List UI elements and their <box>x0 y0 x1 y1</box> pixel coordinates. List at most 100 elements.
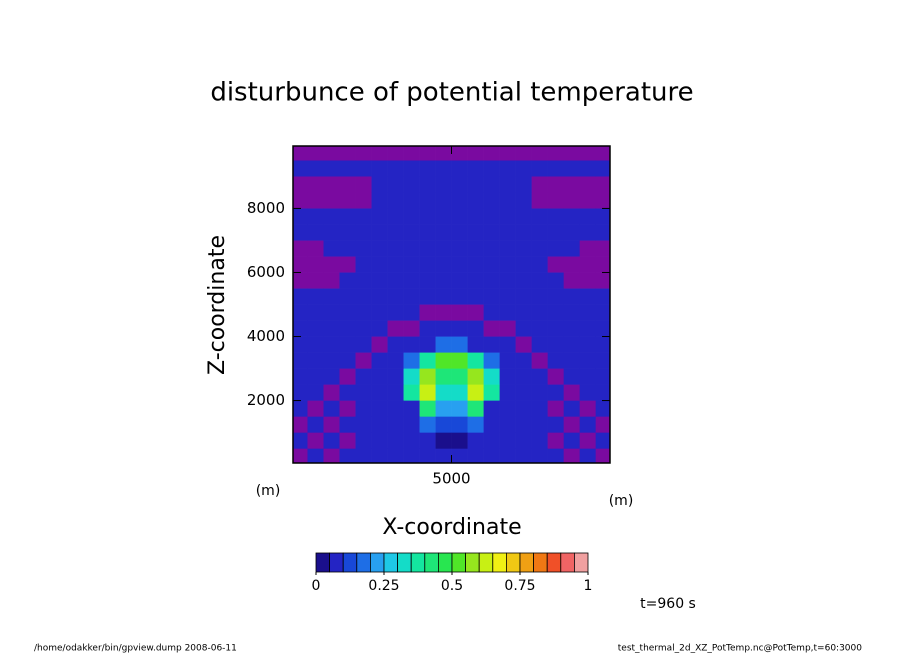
contour-cell <box>435 176 452 193</box>
contour-cell <box>293 176 308 193</box>
contour-cell <box>435 208 452 225</box>
contour-cell <box>467 400 484 417</box>
colorbar-box <box>383 552 399 573</box>
contour-cell <box>435 336 452 353</box>
colorbar-tick-label: 0 <box>312 578 321 594</box>
contour-cell <box>467 146 484 161</box>
contour-cell <box>355 368 372 385</box>
colorbar-box <box>424 552 439 573</box>
contour-cell <box>595 256 611 273</box>
contour-cell <box>339 160 356 177</box>
contour-cell <box>563 256 581 273</box>
contour-cell <box>499 432 516 450</box>
contour-cell <box>563 288 581 305</box>
contour-cell <box>547 320 564 337</box>
contour-cell <box>547 176 564 193</box>
contour-cell <box>467 192 484 209</box>
contour-cell <box>387 256 404 273</box>
contour-cell <box>595 416 611 434</box>
contour-cell <box>403 272 420 289</box>
contour-cell <box>355 224 372 241</box>
contour-cell <box>339 416 356 434</box>
contour-cell <box>499 208 516 225</box>
x-units: (m) <box>609 493 634 509</box>
contour-cell <box>451 384 468 401</box>
contour-cell <box>307 336 324 353</box>
contour-cell <box>563 240 581 257</box>
contour-cell <box>515 224 532 241</box>
footer-right: test_thermal_2d_XZ_PotTemp.nc@PotTemp,t=… <box>618 644 863 654</box>
colorbar-box <box>465 552 480 573</box>
contour-cell <box>307 146 324 161</box>
contour-cell <box>339 256 356 273</box>
contour-cell <box>531 384 548 401</box>
contour-cell <box>531 272 548 289</box>
contour-cell <box>595 304 611 321</box>
contour-cell <box>451 432 468 450</box>
contour-cell <box>579 432 597 450</box>
contour-cell <box>483 160 500 177</box>
contour-cell <box>451 352 468 369</box>
contour-cell <box>419 224 436 241</box>
contour-cell <box>323 336 340 353</box>
contour-cell <box>483 208 500 225</box>
contour-cell <box>403 304 420 321</box>
contour-cell <box>419 368 436 385</box>
contour-cell <box>483 448 500 464</box>
contour-cell <box>451 192 468 209</box>
contour-cell <box>355 400 372 417</box>
contour-cell <box>451 448 468 464</box>
contour-cell <box>355 146 372 161</box>
colorbar-box <box>478 552 494 573</box>
contour-cell <box>579 272 597 289</box>
contour-cell <box>531 320 548 337</box>
contour-cell <box>371 368 388 385</box>
contour-cell <box>339 304 356 321</box>
contour-cell <box>339 192 356 209</box>
contour-cell <box>499 400 516 417</box>
contour-cell <box>531 400 548 417</box>
contour-cell <box>435 240 452 257</box>
y-tick-label: 2000 <box>247 391 285 409</box>
contour-cell <box>547 368 564 385</box>
contour-cell <box>403 288 420 305</box>
contour-cell <box>483 192 500 209</box>
contour-cell <box>579 384 597 401</box>
contour-cell <box>387 240 404 257</box>
contour-cell <box>323 192 340 209</box>
colorbar-box <box>451 552 467 573</box>
contour-cell <box>451 288 468 305</box>
contour-cell <box>419 320 436 337</box>
contour-cell <box>387 304 404 321</box>
contour-cell <box>371 160 388 177</box>
contour-cell <box>467 176 484 193</box>
contour-cell <box>547 384 564 401</box>
contour-cell <box>387 224 404 241</box>
contour-cell <box>451 416 468 434</box>
contour-cell <box>515 160 532 177</box>
contour-cell <box>403 240 420 257</box>
contour-cell <box>355 448 372 464</box>
contour-cell <box>595 368 611 385</box>
contour-cell <box>339 208 356 225</box>
contour-cell <box>387 432 404 450</box>
contour-cell <box>323 224 340 241</box>
contour-cell <box>293 384 308 401</box>
contour-cell <box>515 176 532 193</box>
contour-cell <box>499 176 516 193</box>
contour-cell <box>499 320 516 337</box>
contour-cell <box>563 272 581 289</box>
contour-cell <box>547 256 564 273</box>
contour-cell <box>419 160 436 177</box>
contour-cell <box>355 288 372 305</box>
contour-cell <box>419 272 436 289</box>
contour-cell <box>435 224 452 241</box>
contour-cell <box>293 208 308 225</box>
contour-cell <box>595 400 611 417</box>
contour-cell <box>419 208 436 225</box>
contour-cell <box>595 272 611 289</box>
colorbar-tick-label: 0.5 <box>441 578 463 594</box>
colorbar-tick-label: 0.75 <box>504 578 535 594</box>
contour-cell <box>531 432 548 450</box>
contour-cell <box>293 146 308 161</box>
